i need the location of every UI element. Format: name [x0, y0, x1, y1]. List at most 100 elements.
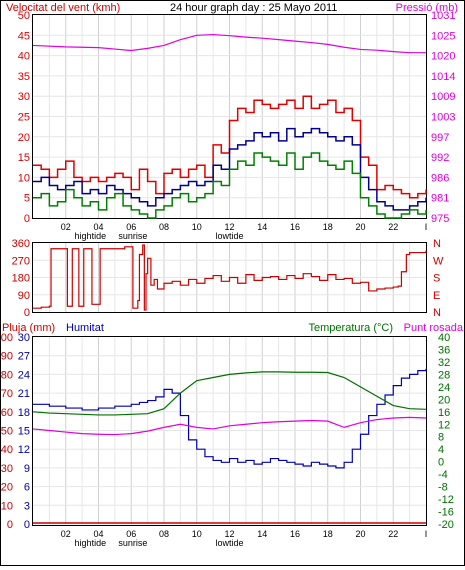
wind-speed-tick-label: 30: [18, 91, 30, 103]
pressure-tick-label: 1009: [431, 91, 455, 103]
wind_green-series-line: [33, 152, 427, 219]
rain-tick-label: 100: [0, 332, 13, 344]
x-tick-label: 12: [224, 222, 234, 232]
wind-speed-tick-label: 45: [18, 30, 30, 42]
temperature-tick-label: 24: [438, 382, 450, 394]
rain-tick-label: 90: [1, 351, 13, 363]
pressure-tick-label: 1003: [431, 112, 455, 124]
rain-tick-label: 0: [7, 519, 13, 531]
humidity-tick-label: 12: [18, 444, 30, 456]
pressure-tick-label: 1014: [431, 71, 455, 83]
humidity-tick-label: 24: [18, 369, 30, 381]
wind-speed-tick-label: 0: [24, 213, 30, 225]
wind-speed-axis-title: Velocitat del vent (kmh): [6, 2, 120, 14]
temperature-tick-label: 8: [438, 432, 444, 444]
rain-axis-title: Pluja (mm): [2, 322, 55, 334]
temperature-tick-label: 36: [438, 344, 450, 356]
humidity-tick-label: 27: [18, 351, 30, 363]
temperature-tick-label: -16: [438, 507, 454, 519]
x-tick-label: 04: [93, 222, 103, 232]
temperature-tick-label: 12: [438, 419, 450, 431]
data-series: [32, 33, 427, 524]
humidity-axis-title: Humitat: [66, 322, 104, 334]
temperature-tick-label: 40: [438, 332, 450, 344]
direction-degree-tick-label: 180: [12, 273, 30, 285]
rain-tick-label: 10: [1, 500, 13, 512]
annotation-sunrise: sunrise: [118, 231, 147, 241]
temperature-tick-label: 20: [438, 394, 450, 406]
x-tick-label: 04: [93, 529, 103, 539]
wind-speed-tick-label: 40: [18, 51, 30, 63]
pressure-tick-label: 1031: [431, 10, 455, 22]
humidity-tick-label: 6: [24, 482, 30, 494]
humidity-tick-label: 21: [18, 388, 30, 400]
x-tick-label: 18: [323, 222, 333, 232]
temperature-tick-label: -12: [438, 494, 454, 506]
x-tick-label: 16: [290, 529, 300, 539]
axis-labels: 0510152025303540455097598198699299710031…: [0, 10, 455, 548]
wind-direction-series-line: [33, 244, 427, 311]
grid-lines: [33, 15, 426, 524]
pressure-tick-label: 1020: [431, 51, 455, 63]
annotation-sunrise: sunrise: [118, 538, 147, 548]
x-tick-label: 18: [323, 529, 333, 539]
wind-speed-tick-label: 5: [24, 193, 30, 205]
pressure-tick-label: 975: [431, 213, 449, 225]
rain-tick-label: 70: [1, 388, 13, 400]
wind-speed-tick-label: 10: [18, 172, 30, 184]
direction-compass-tick-label: N: [433, 238, 441, 250]
pressure-tick-label: 992: [431, 152, 449, 164]
direction-degree-tick-label: 270: [12, 255, 30, 267]
pressure-tick-label: 981: [431, 193, 449, 205]
wind-speed-tick-label: 25: [18, 112, 30, 124]
pressure-series-line: [32, 33, 426, 54]
x-tick-label: 06: [126, 222, 136, 232]
rain-tick-label: 20: [1, 482, 13, 494]
annotation-hightide: hightide: [75, 231, 107, 241]
x-tick-label-end: I: [425, 529, 428, 539]
humidity-tick-label: 30: [18, 332, 30, 344]
x-tick-label: 08: [159, 222, 169, 232]
rain-tick-label: 30: [1, 463, 13, 475]
dewpoint-axis-title: Punt rosada: [404, 322, 464, 334]
temperature-tick-label: -8: [438, 482, 448, 494]
x-tick-label: 02: [61, 529, 71, 539]
humidity-tick-label: 0: [24, 519, 30, 531]
x-tick-label: 20: [355, 529, 365, 539]
wind-speed-tick-label: 15: [18, 152, 30, 164]
annotation-hightide: hightide: [75, 538, 107, 548]
x-tick-label: 22: [388, 529, 398, 539]
direction-degree-tick-label: 360: [12, 238, 30, 250]
rain-tick-label: 80: [1, 369, 13, 381]
x-tick-label: 10: [192, 529, 202, 539]
wind-speed-tick-label: 50: [18, 10, 30, 22]
direction-degree-tick-label: 90: [18, 290, 30, 302]
x-tick-label: 14: [257, 222, 267, 232]
dewpoint-series-line: [32, 416, 427, 436]
x-tick-label: 10: [192, 222, 202, 232]
pressure-tick-label: 986: [431, 172, 449, 184]
humidity-tick-label: 9: [24, 463, 30, 475]
humidity-series-line: [33, 368, 427, 469]
x-tick-label: 14: [257, 529, 267, 539]
x-tick-label: 22: [388, 222, 398, 232]
pressure-axis-title: Pressió (mb): [396, 2, 458, 14]
temperature-tick-label: 4: [438, 444, 444, 456]
temperature-tick-label: 28: [438, 369, 450, 381]
wind_avg-series-line: [33, 127, 427, 211]
annotation-lowtide: lowtide: [215, 538, 243, 548]
humidity-tick-label: 18: [18, 407, 30, 419]
direction-degree-tick-label: 0: [24, 307, 30, 319]
temperature-tick-label: 16: [438, 407, 450, 419]
direction-compass-tick-label: E: [433, 290, 440, 302]
rain-tick-label: 60: [1, 407, 13, 419]
annotation-lowtide: lowtide: [215, 231, 243, 241]
direction-compass-tick-label: N: [433, 307, 441, 319]
direction-compass-tick-label: S: [433, 273, 440, 285]
temperature-tick-label: 32: [438, 357, 450, 369]
x-tick-label: 08: [159, 529, 169, 539]
temperature-axis-title: Temperatura (°C): [309, 322, 393, 334]
wind-speed-tick-label: 20: [18, 132, 30, 144]
